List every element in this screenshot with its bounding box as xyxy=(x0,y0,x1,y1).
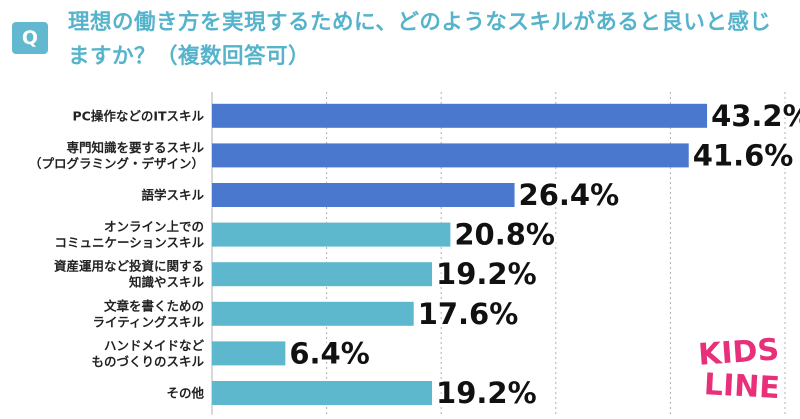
data-label: 19.2% xyxy=(436,376,537,410)
bar xyxy=(212,301,414,326)
category-label: 資産運用など投資に関する知識やスキル xyxy=(54,259,205,290)
data-label: 26.4% xyxy=(519,178,620,212)
logo-text-top: KIDS xyxy=(697,332,780,373)
data-label: 20.8% xyxy=(454,218,555,252)
category-label: オンライン上でのコミュニケーションスキル xyxy=(54,219,204,250)
bar xyxy=(212,381,433,405)
logo-text-bottom: LINE xyxy=(703,367,781,406)
bar xyxy=(212,103,708,128)
bar xyxy=(212,262,433,287)
data-label: 43.2% xyxy=(711,99,800,133)
question-badge: Q xyxy=(12,22,48,54)
category-label: PC操作などのITスキル xyxy=(72,108,204,123)
bar xyxy=(212,341,286,366)
data-label: 6.4% xyxy=(289,336,369,370)
data-label: 17.6% xyxy=(418,297,519,331)
category-label: 文章を書くためのライティングスキル xyxy=(92,298,204,329)
bar xyxy=(212,183,515,207)
data-label: 41.6% xyxy=(693,138,794,172)
category-label: 専門知識を要するスキル（プログラミング・デザイン） xyxy=(29,140,205,171)
bar xyxy=(212,143,689,168)
kids-line-logo: KIDS LINE xyxy=(697,332,781,406)
bar xyxy=(212,222,451,247)
data-label: 19.2% xyxy=(436,257,537,291)
question-title: 理想の働き方を実現するために、どのようなスキルがあると良いと感じますか？（複数回… xyxy=(68,10,772,69)
category-label: その他 xyxy=(166,386,204,401)
category-label: ハンドメイドなどものづくりのスキル xyxy=(91,338,204,369)
category-label: 語学スキル xyxy=(141,188,204,203)
